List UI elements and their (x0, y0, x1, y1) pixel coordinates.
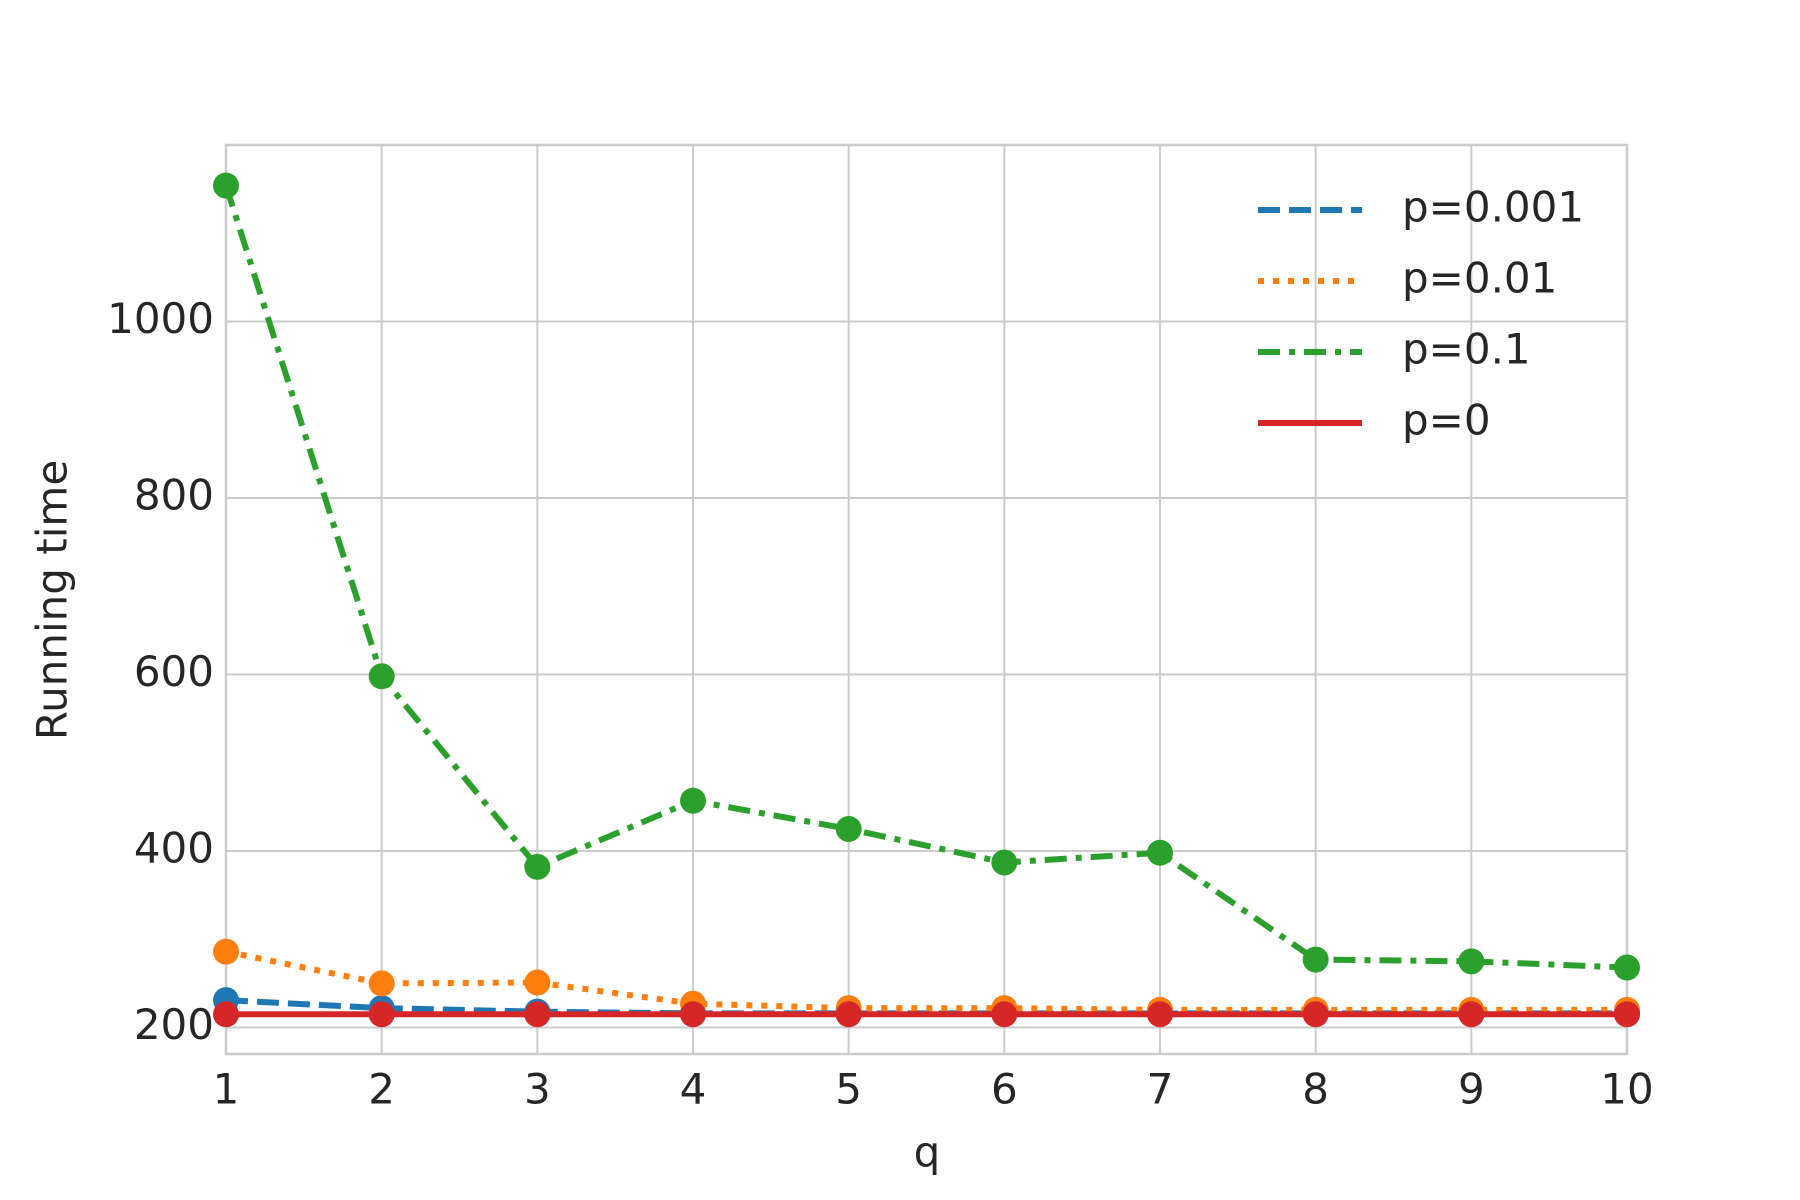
point (368, 970, 395, 997)
point (213, 172, 239, 199)
point (680, 1001, 706, 1028)
legend-label: p=0.001 (1402, 183, 1584, 232)
y-axis-label: Running time (28, 460, 77, 740)
point (1147, 839, 1173, 866)
point (524, 853, 551, 880)
x-tick-label: 6 (991, 1065, 1018, 1114)
point (213, 938, 239, 965)
point (1614, 1001, 1640, 1028)
x-tick-label: 8 (1302, 1065, 1329, 1114)
point (1458, 1001, 1485, 1028)
series-line (225, 948, 1627, 1013)
point (368, 663, 395, 690)
x-tick-label: 4 (680, 1065, 707, 1114)
point (368, 1001, 395, 1028)
x-tick-label: 3 (524, 1065, 551, 1114)
point (524, 1001, 551, 1028)
legend-label: p=0.1 (1402, 325, 1531, 374)
point (213, 1001, 239, 1028)
point (1302, 1001, 1329, 1028)
point (1147, 1001, 1173, 1028)
y-tick-label: 1000 (107, 294, 214, 343)
legend-label: p=0.01 (1402, 254, 1557, 303)
point (1614, 954, 1640, 981)
x-tick-label: 10 (1600, 1065, 1653, 1114)
y-tick-label: 400 (134, 824, 214, 873)
legend-label: p=0 (1402, 396, 1491, 445)
y-tick-label: 600 (134, 647, 214, 696)
x-tick-label: 2 (368, 1065, 395, 1114)
point (1458, 948, 1485, 975)
y-tick-label: 200 (134, 1000, 214, 1049)
series-line (223, 184, 1628, 971)
x-tick-label: 9 (1458, 1065, 1485, 1114)
x-axis-label: q (914, 1128, 941, 1177)
point (991, 849, 1018, 876)
y-tick-label: 800 (134, 471, 214, 520)
plot-frame (224, 143, 1629, 1056)
point (680, 787, 706, 814)
point (524, 969, 551, 996)
point (1302, 946, 1329, 973)
point (991, 1001, 1018, 1028)
point (835, 1001, 862, 1028)
x-tick-label: 1 (213, 1065, 240, 1114)
point (835, 815, 862, 842)
x-tick-label: 5 (835, 1065, 862, 1114)
x-tick-label: 7 (1147, 1065, 1174, 1114)
